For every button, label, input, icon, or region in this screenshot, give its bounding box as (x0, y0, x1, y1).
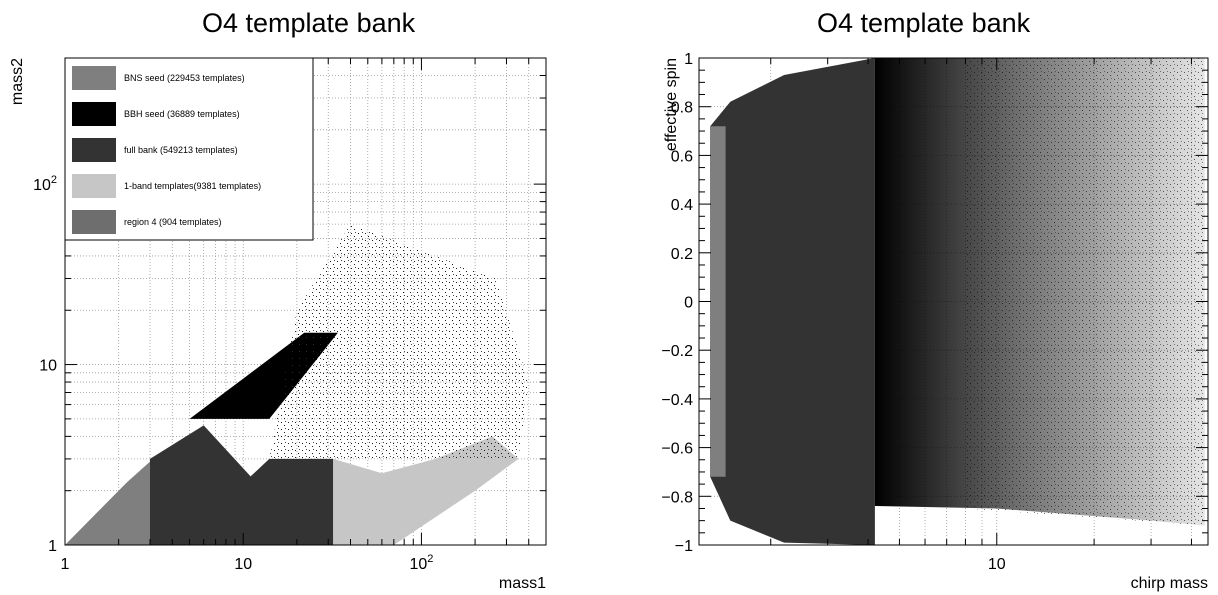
left-region-1-band-templates (333, 436, 519, 545)
legend-label: BNS seed (229453 templates) (124, 73, 245, 83)
right-y-axis-label: effective spin (663, 58, 680, 151)
left-x-tick-label: 1 (61, 556, 70, 573)
right-y-tick-label: 0 (684, 295, 693, 312)
right-chart-plot-area: 10 1 0.8 0.6 0.4 0.2 0 −0.2 −0.4 −0.6 −0.8 −1 chirp … (661, 51, 1209, 592)
left-y-tick-label: 10 (39, 358, 57, 375)
right-y-tick-label: 0.6 (671, 148, 693, 165)
right-region-full-bank (710, 58, 875, 545)
left-y-tick-label: 1 (48, 538, 57, 555)
left-region-sparse-scatter (269, 224, 529, 459)
legend-label: 1-band templates(9381 templates) (124, 181, 261, 191)
legend-label: BBH seed (36889 templates) (124, 109, 240, 119)
right-y-tick-label: −0.4 (661, 392, 693, 409)
right-y-tick-label: 1 (684, 51, 693, 68)
left-region-bns-seed (65, 461, 150, 545)
legend-label: region 4 (904 templates) (124, 217, 222, 227)
left-x-axis-label: mass1 (499, 575, 546, 592)
right-y-tick-label: −0.6 (661, 441, 693, 458)
legend-swatch (72, 102, 116, 126)
right-y-tick-label: 0.8 (671, 100, 693, 117)
right-ticks (699, 57, 1208, 546)
left-y-tick-label: 102 (33, 174, 57, 194)
left-region-full-bank (150, 425, 334, 545)
right-y-tick-label: 0.4 (671, 197, 693, 214)
left-chart-title: O4 template bank (202, 8, 416, 38)
right-chart-title: O4 template bank (817, 8, 1031, 38)
right-region-bns-seed (710, 126, 726, 477)
right-y-tick-label: −1 (675, 538, 693, 555)
left-x-tick-label: 102 (409, 553, 433, 573)
left-x-tick-label: 10 (234, 556, 252, 573)
legend-swatch (72, 174, 116, 198)
left-chart-plot-area: 1 10 102 1 10 102 mass1 mass2 BNS seed (229453 t… (9, 57, 547, 592)
right-y-tick-label: −0.2 (661, 343, 693, 360)
right-y-tick-label: −0.8 (661, 489, 693, 506)
left-legend: BNS seed (229453 templates) BBH seed (368… (64, 57, 314, 241)
left-y-axis-label: mass2 (9, 58, 26, 105)
right-y-tick-label: 0.2 (671, 246, 693, 263)
legend-swatch (72, 210, 116, 234)
legend-label: full bank (549213 templates) (124, 145, 238, 155)
legend-swatch (72, 66, 116, 90)
right-x-axis-label: chirp mass (1131, 575, 1208, 592)
legend-swatch (72, 138, 116, 162)
right-x-tick-label: 10 (988, 556, 1006, 573)
right-region-sparse-scatter (965, 58, 1205, 526)
